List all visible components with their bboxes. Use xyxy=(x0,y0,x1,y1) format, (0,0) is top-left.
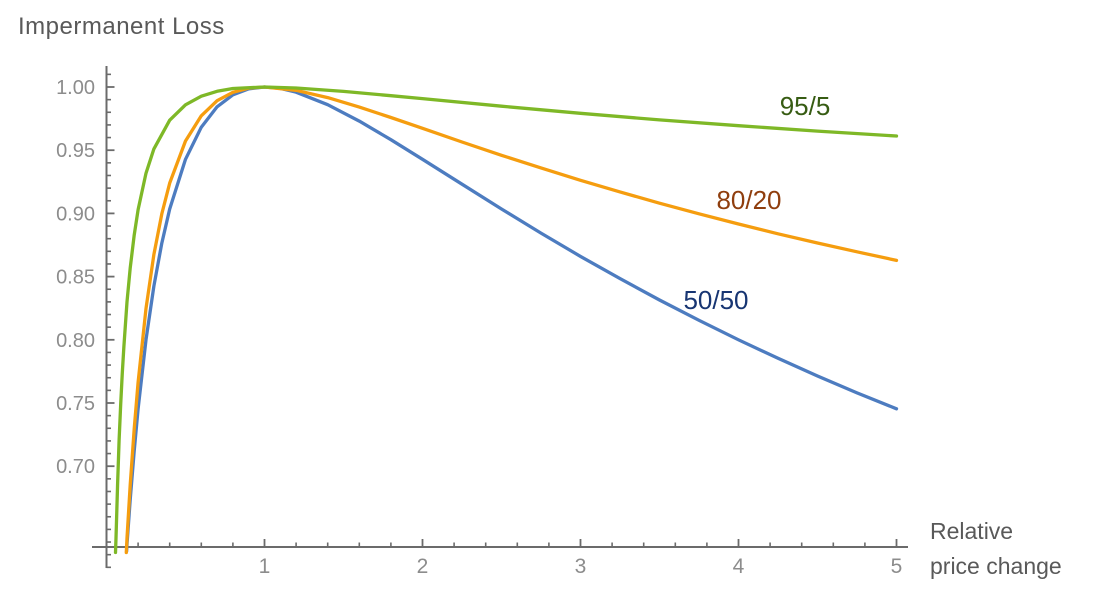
y-tick-label: 0.95 xyxy=(56,140,95,162)
series-label-50-50: 50/50 xyxy=(683,285,748,315)
y-tick-label: 0.90 xyxy=(56,203,95,225)
x-tick-label: 1 xyxy=(259,555,271,578)
y-tick-label: 1.00 xyxy=(56,77,95,99)
y-tick-label: 0.75 xyxy=(56,393,95,415)
y-tick-label: 0.70 xyxy=(56,456,95,478)
x-tick-label: 2 xyxy=(417,555,429,578)
curve-50-50 xyxy=(124,85,899,554)
curve-95-5 xyxy=(113,85,899,555)
series-label-80-20: 80/20 xyxy=(716,185,781,215)
x-tick-label: 3 xyxy=(575,555,587,578)
x-tick-label: 4 xyxy=(733,555,745,578)
y-tick-label: 0.80 xyxy=(56,330,95,352)
x-axis-label: Relative price change xyxy=(930,514,1062,584)
y-tick-label: 0.85 xyxy=(56,267,95,289)
curve-80-20 xyxy=(124,85,899,555)
x-tick-label: 5 xyxy=(891,555,903,578)
x-axis-label-line1: Relative xyxy=(930,518,1014,544)
series-label-95-5: 95/5 xyxy=(780,91,831,121)
x-axis-label-line2: price change xyxy=(930,553,1062,579)
chart-title: Impermanent Loss xyxy=(18,13,225,40)
